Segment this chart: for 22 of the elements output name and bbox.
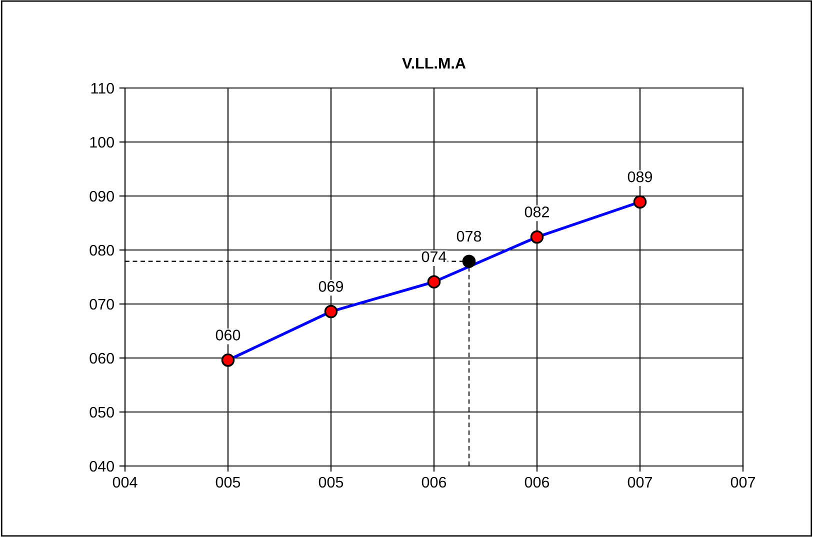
y-tick-label: 040 — [90, 460, 114, 472]
y-tick-label: 060 — [90, 352, 114, 364]
y-tick-label: 100 — [90, 136, 114, 148]
data-label: 069 — [318, 281, 344, 292]
x-tick-label: 007 — [628, 476, 652, 488]
y-tick-label: 090 — [90, 190, 114, 202]
x-tick-label: 004 — [112, 476, 138, 488]
y-tick-label: 070 — [90, 298, 114, 310]
data-label: 089 — [628, 171, 652, 182]
x-tick-label: 006 — [422, 476, 446, 488]
x-tick-label: 006 — [524, 476, 550, 488]
data-label: 074 — [422, 251, 446, 262]
x-tick-label: 005 — [318, 476, 344, 488]
x-tick-label: 007 — [730, 476, 755, 488]
chart-title: V.LL.M.A — [402, 58, 466, 69]
y-tick-label: 080 — [90, 244, 114, 256]
data-label: 078 — [456, 230, 482, 242]
y-tick-label: 050 — [90, 406, 114, 418]
data-label: 060 — [216, 330, 240, 340]
data-label: 082 — [524, 206, 549, 218]
y-tick-label: 110 — [91, 82, 114, 94]
x-tick-label: 005 — [216, 476, 240, 488]
